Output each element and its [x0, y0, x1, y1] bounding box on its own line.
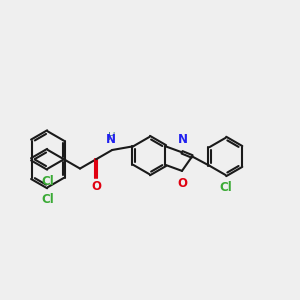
Text: Cl: Cl — [219, 181, 232, 194]
Text: Cl: Cl — [41, 193, 54, 206]
Text: N: N — [178, 133, 188, 146]
Text: N: N — [106, 133, 116, 146]
Text: H: H — [108, 132, 116, 142]
Text: O: O — [177, 177, 187, 190]
Text: Cl: Cl — [41, 175, 54, 188]
Text: O: O — [91, 180, 101, 193]
